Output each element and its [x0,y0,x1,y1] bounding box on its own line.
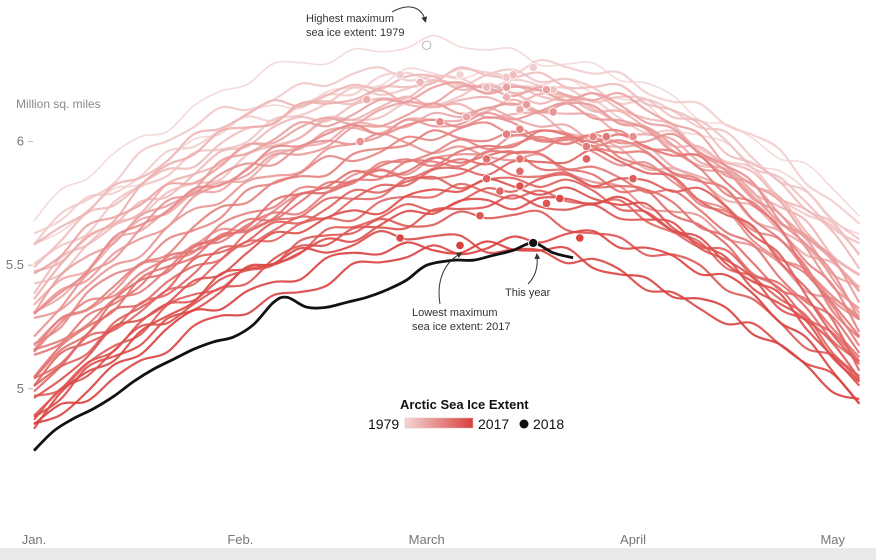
annotation-lowest-line1: Lowest maximum [412,307,498,319]
peak-marker-1997 [628,132,638,142]
peak-marker-1998 [435,117,445,127]
peak-marker-1982 [395,70,405,80]
legend: Arctic Sea Ice Extent 1979 2017 2018 [368,397,564,432]
series-line-2013 [33,178,861,399]
peak-marker-2001 [501,129,512,139]
peak-marker-2016 [575,233,585,243]
peak-marker-1989 [362,94,372,105]
peak-marker-1999 [515,124,525,134]
peak-marker-2010 [628,174,638,184]
peak-marker-1992 [541,85,552,95]
peak-marker-1986 [482,82,492,92]
series-line-1985 [33,66,861,269]
y-axis: Million sq. miles 6 5.5 5 [6,97,101,396]
x-tick-label: May [820,532,845,547]
series-line-2009 [33,175,861,387]
x-tick-label: Jan. [22,532,47,547]
peak-marker-2003 [601,132,612,142]
series-line-2004 [33,150,861,378]
peak-marker-2005 [482,154,492,164]
annotation-highest-line2: sea ice extent: 1979 [306,27,404,39]
peak-marker-1987 [415,77,425,87]
historical-series-group [33,34,861,430]
peak-marker-2007 [495,186,505,196]
series-line-2006 [33,162,860,380]
annotation-this-year: This year [505,287,551,299]
peak-marker-1991 [462,112,472,122]
peak-marker-2006 [515,166,525,176]
series-line-1993 [33,81,861,314]
peak-marker-2011 [475,211,485,221]
series-line-2016 [33,229,861,426]
series-line-2005 [33,150,861,380]
series-line-2018 [33,241,574,452]
peak-marker-1993 [501,82,512,92]
legend-gradient-bar [404,417,474,429]
x-tick-label: April [620,532,646,547]
legend-title: Arctic Sea Ice Extent [400,397,529,412]
y-tick-label: 5.5 [6,257,24,272]
series-line-1995 [33,102,860,320]
bottom-scroll-strip [0,548,876,560]
peak-marker-1980 [455,70,465,80]
peak-marker-2018 [528,237,539,249]
peak-marker-2017 [455,240,465,251]
annotation-highest-line1: Highest maximum [306,13,394,25]
series-line-2000 [33,128,861,353]
peak-marker-2013 [515,181,525,191]
series-line-1982 [33,66,861,255]
y-axis-title: Million sq. miles [16,97,101,111]
x-tick-label: March [409,532,445,547]
peak-marker-2000 [588,132,598,142]
series-line-2015 [33,230,861,430]
peak-marker-1996 [355,136,365,147]
y-tick-label: 6 [17,134,24,149]
y-tick-label: 5 [17,381,24,396]
series-line-2014 [33,195,861,418]
legend-end-label: 2017 [478,416,509,432]
series-line-1984 [33,82,860,285]
peak-marker-1990 [515,104,525,115]
annotations: Highest maximum sea ice extent: 1979 Low… [306,6,551,333]
peak-marker-2009 [482,174,492,184]
peak-marker-1979 [422,40,432,50]
series-line-2001 [33,129,861,352]
series-line-2002 [33,135,861,351]
peak-marker-1994 [521,99,532,110]
series-line-2008 [33,148,861,387]
series-line-1996 [33,132,860,338]
legend-start-label: 1979 [368,416,399,432]
historical-peak-markers [355,40,638,251]
legend-current-dot [519,419,529,429]
peak-marker-1981 [528,62,538,73]
annotation-lowest-arrow [438,252,463,305]
peak-marker-2002 [581,141,592,152]
current-series-group [33,237,574,452]
peak-marker-2012 [541,198,552,208]
annotation-highest-arrow [391,6,428,23]
peak-marker-2008 [581,154,592,164]
series-line-2017 [33,240,860,425]
series-line-1986 [33,79,861,295]
peak-marker-2004 [515,154,525,164]
peak-marker-2014 [555,193,565,204]
annotation-lowest-line2: sea ice extent: 2017 [412,321,510,333]
series-line-1998 [33,116,860,321]
series-line-1989 [33,89,861,300]
annotation-this-year-arrow [527,253,541,285]
peak-marker-1988 [501,92,512,102]
x-tick-label: Feb. [227,532,253,547]
peak-marker-1995 [548,107,558,117]
peak-marker-1985 [508,70,518,80]
peak-marker-2015 [395,233,405,243]
x-axis: Jan. Feb. March April May [22,532,846,547]
legend-current-label: 2018 [533,416,564,432]
